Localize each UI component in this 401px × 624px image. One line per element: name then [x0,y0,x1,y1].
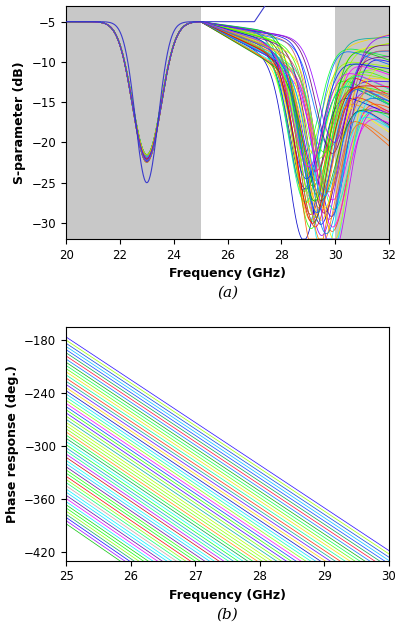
Text: (a): (a) [217,286,237,300]
Bar [66,6,200,239]
Text: (b): (b) [216,607,238,622]
X-axis label: Frequency (GHz): Frequency (GHz) [169,589,286,602]
X-axis label: Frequency (GHz): Frequency (GHz) [169,267,286,280]
Y-axis label: Phase response (deg.): Phase response (deg.) [6,365,18,523]
Bar [334,6,388,239]
Y-axis label: S-parameter (dB): S-parameter (dB) [13,61,26,183]
